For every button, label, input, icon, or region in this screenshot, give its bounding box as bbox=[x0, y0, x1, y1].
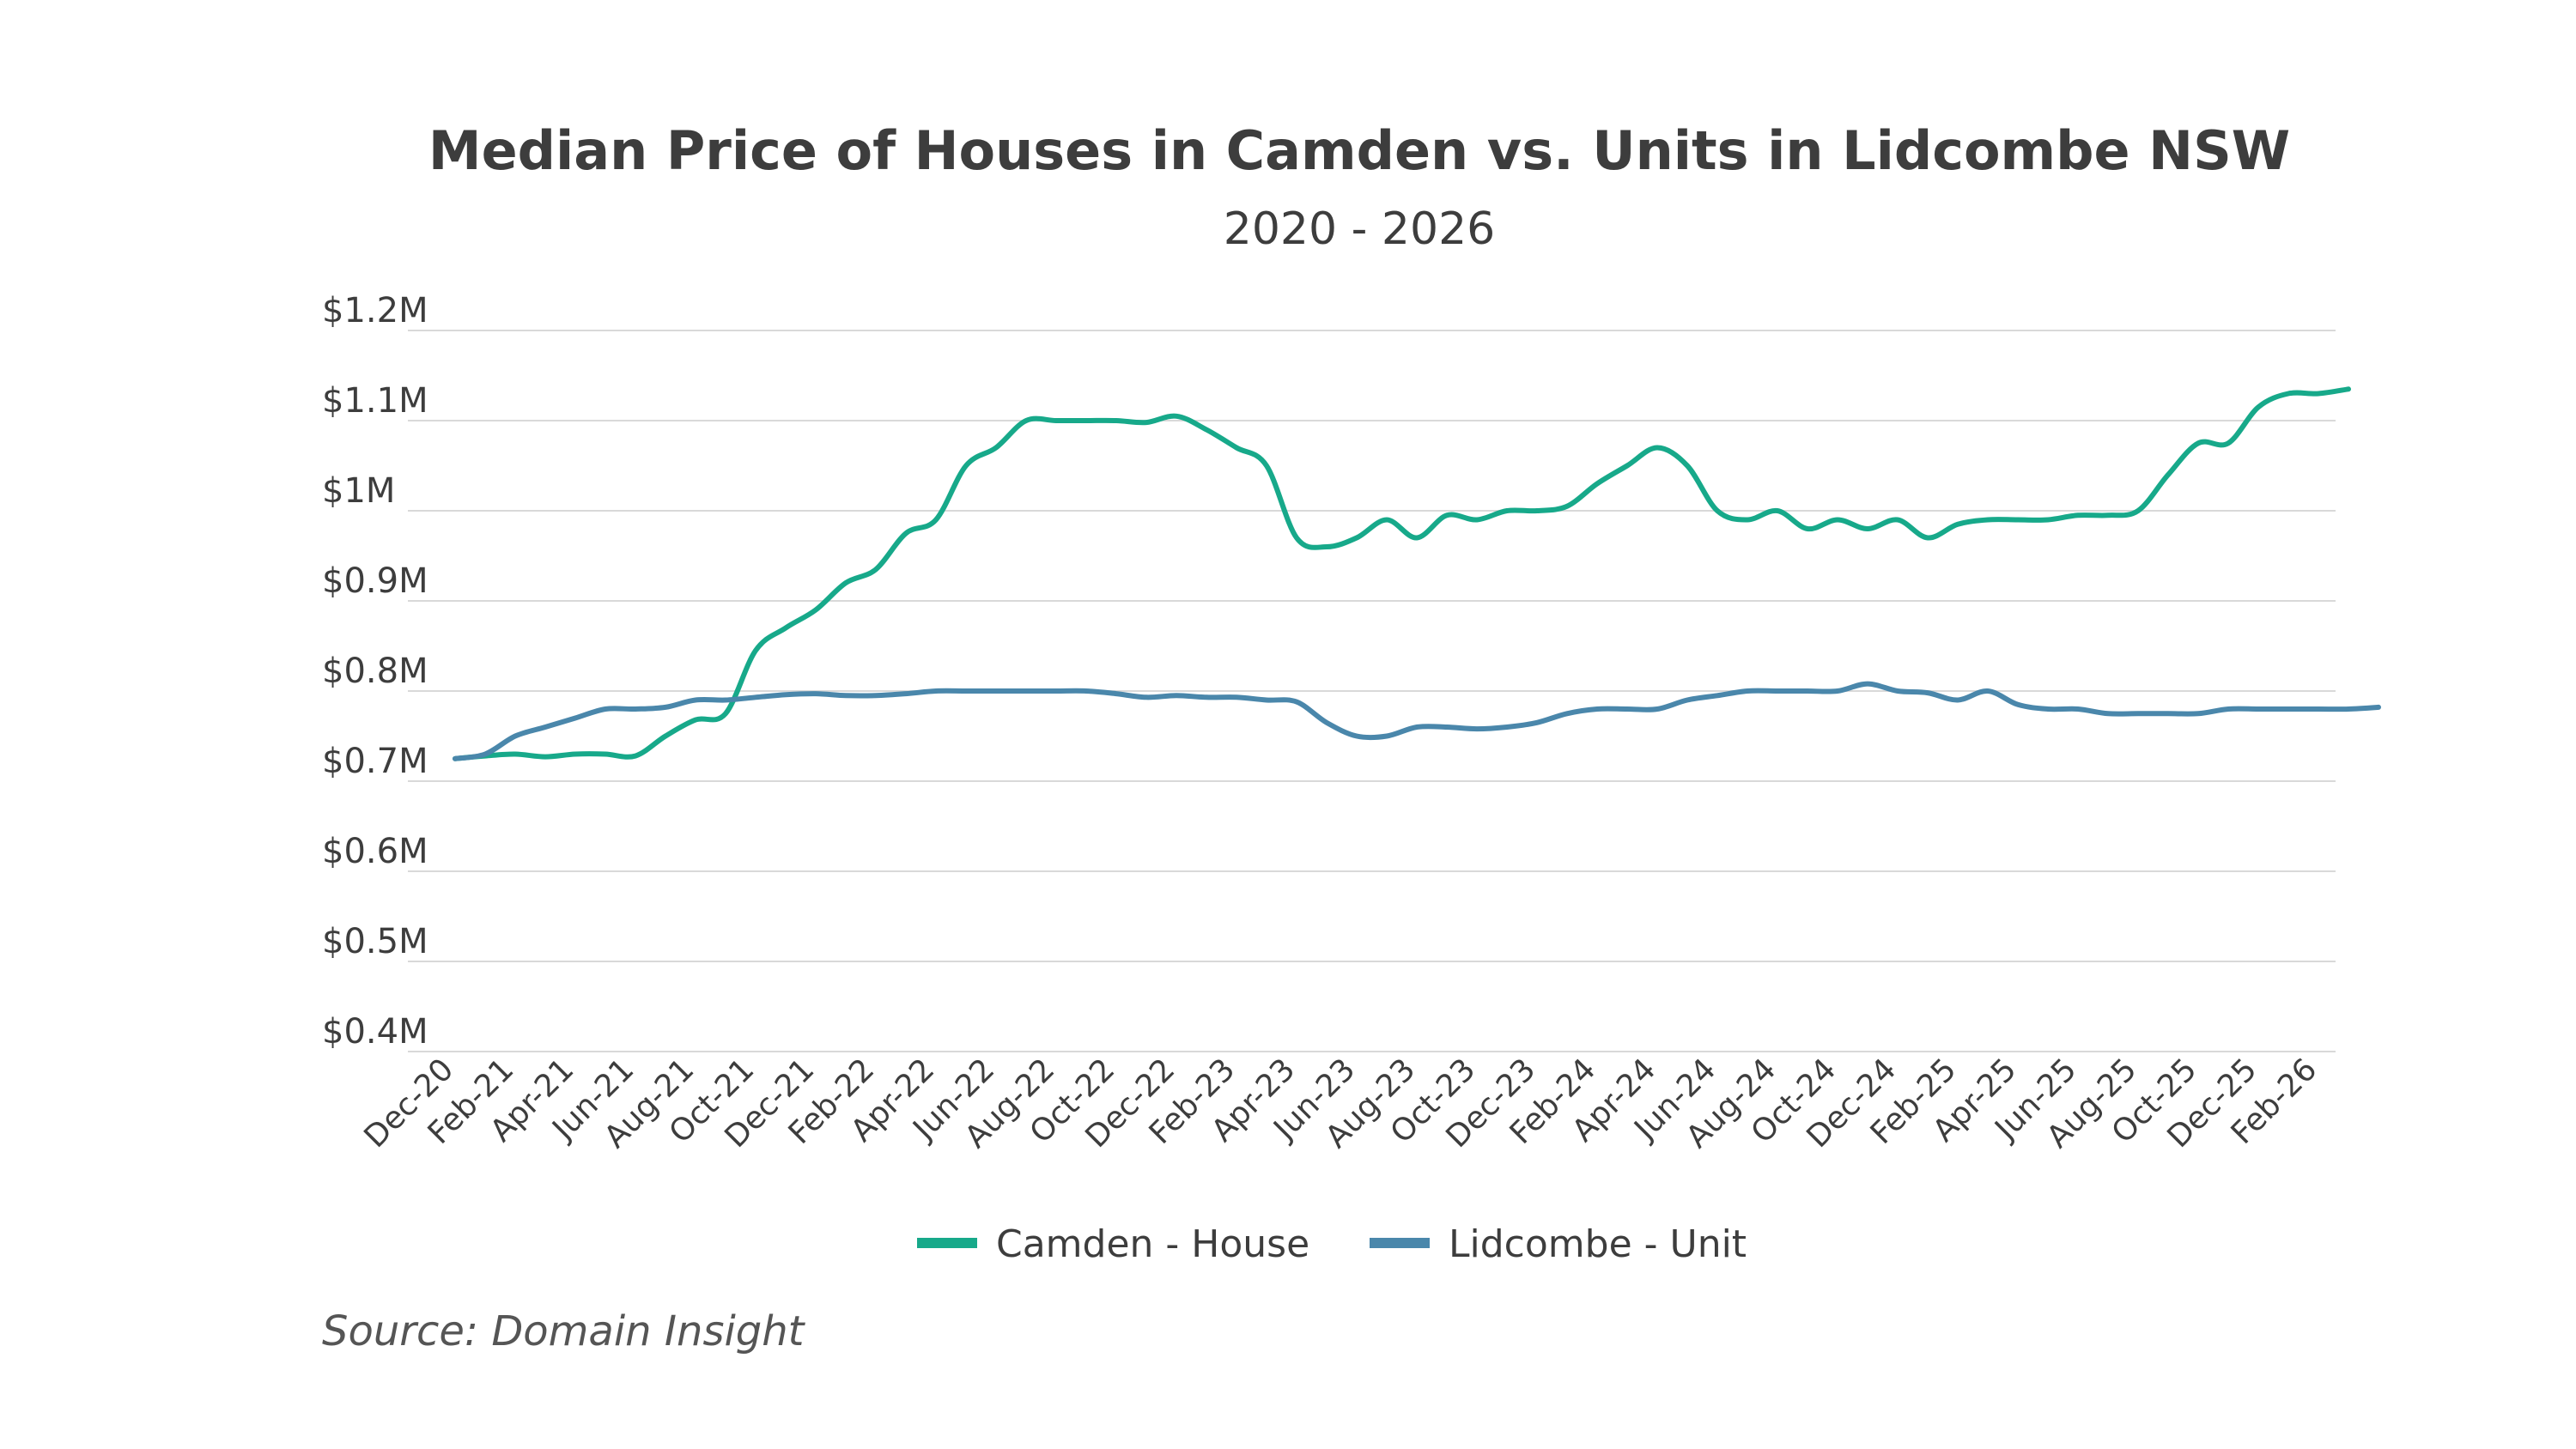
series-lines bbox=[453, 386, 2381, 761]
legend-label: Lidcombe - Unit bbox=[1449, 1222, 1747, 1266]
chart-title: Median Price of Houses in Camden vs. Uni… bbox=[428, 119, 2290, 182]
y-tick-label: $1.2M bbox=[322, 291, 428, 330]
y-tick-label: $0.6M bbox=[322, 832, 428, 871]
y-tick-label: $1.1M bbox=[322, 381, 428, 421]
y-tick-label: $0.4M bbox=[322, 1012, 428, 1052]
y-tick-label: $1M bbox=[322, 471, 395, 511]
series-line-camden-house bbox=[453, 386, 2351, 761]
y-tick-label: $0.9M bbox=[322, 561, 428, 601]
x-axis-ticks: Dec-20Feb-21Apr-21Jun-21Aug-21Oct-21Dec-… bbox=[358, 1052, 2324, 1155]
legend-label: Camden - House bbox=[996, 1222, 1309, 1266]
y-axis-ticks: $1.2M $1.1M $1M $0.9M $0.8M $0.7M $0.6M $0.5M $0… bbox=[322, 291, 428, 1052]
legend-swatch bbox=[917, 1238, 977, 1248]
gridlines bbox=[408, 330, 2336, 1052]
chart-subtitle: 2020 - 2026 bbox=[1224, 203, 1496, 255]
series-line-lidcombe-unit bbox=[453, 681, 2381, 761]
legend-swatch bbox=[1370, 1238, 1430, 1248]
legend: Camden - House Lidcombe - Unit bbox=[917, 1222, 1747, 1266]
y-tick-label: $0.7M bbox=[322, 742, 428, 781]
y-tick-label: $0.8M bbox=[322, 652, 428, 691]
y-tick-label: $0.5M bbox=[322, 922, 428, 961]
source-note: Source: Domain Insight bbox=[322, 1307, 806, 1355]
